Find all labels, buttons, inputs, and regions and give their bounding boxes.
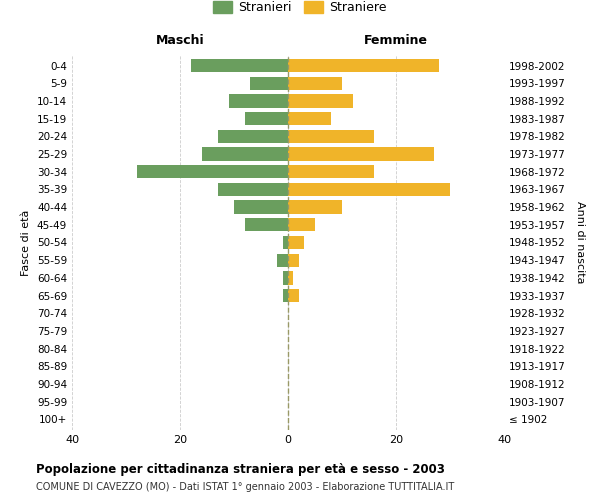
Bar [288,94,353,108]
Bar [245,218,288,232]
Bar [288,218,315,232]
Bar [218,183,288,196]
Text: COMUNE DI CAVEZZO (MO) - Dati ISTAT 1° gennaio 2003 - Elaborazione TUTTITALIA.IT: COMUNE DI CAVEZZO (MO) - Dati ISTAT 1° g… [36,482,454,492]
Y-axis label: Anni di nascita: Anni di nascita [575,201,585,284]
Bar [283,289,288,302]
Text: Popolazione per cittadinanza straniera per età e sesso - 2003: Popolazione per cittadinanza straniera p… [36,462,445,475]
Bar [283,271,288,284]
Bar [288,112,331,126]
Bar [283,236,288,249]
Bar [288,289,299,302]
Bar [191,59,288,72]
Y-axis label: Fasce di età: Fasce di età [22,210,31,276]
Legend: Stranieri, Straniere: Stranieri, Straniere [213,1,387,14]
Bar [202,148,288,160]
Bar [288,130,374,143]
Bar [288,254,299,267]
Bar [229,94,288,108]
Bar [277,254,288,267]
Bar [250,76,288,90]
Bar [137,165,288,178]
Bar [288,271,293,284]
Bar [288,76,342,90]
Text: Femmine: Femmine [364,34,428,48]
Bar [288,236,304,249]
Bar [288,59,439,72]
Bar [218,130,288,143]
Text: Maschi: Maschi [155,34,205,48]
Bar [288,148,434,160]
Bar [288,165,374,178]
Bar [288,200,342,214]
Bar [234,200,288,214]
Bar [288,183,450,196]
Bar [245,112,288,126]
